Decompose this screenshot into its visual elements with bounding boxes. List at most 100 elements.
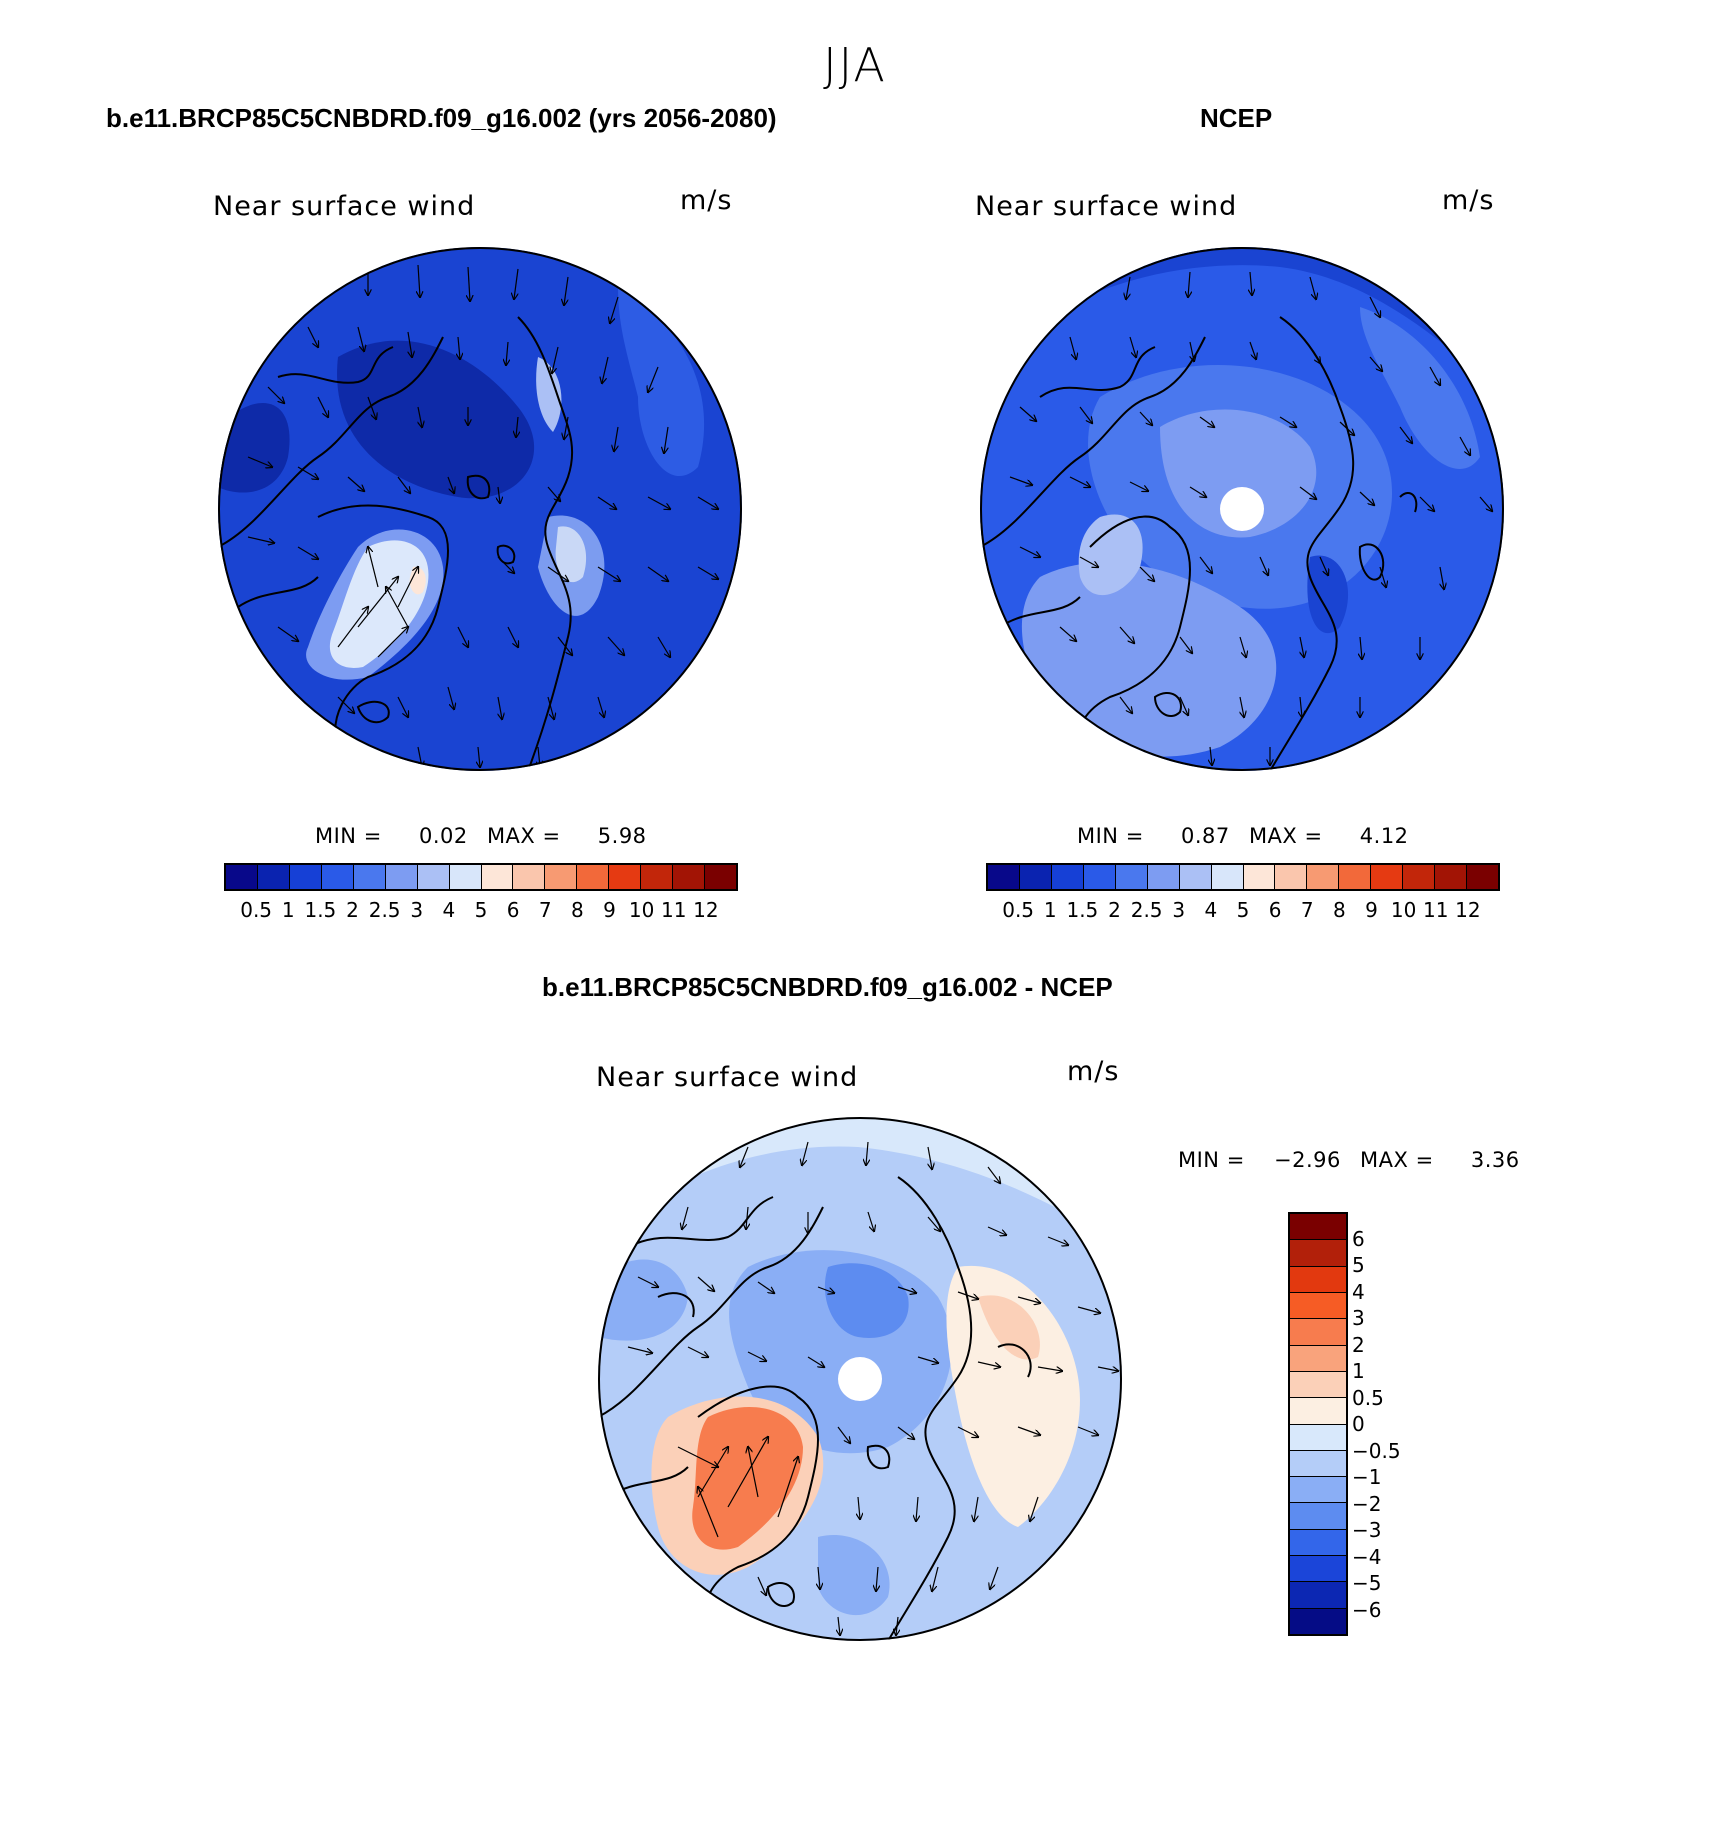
model-colorbar-label: 1 [281,898,295,922]
obs-polar-map [980,247,1504,771]
obs-field-pale-hudson [1078,514,1143,596]
obs-field-light-south [1021,562,1277,757]
obs-colorbar-label: 8 [1333,898,1346,922]
model-units: m/s [680,185,733,216]
diff-field-mid-south [818,1535,890,1616]
model-field-hudson-max [329,540,429,668]
diff-colorbar [1288,1212,1348,1636]
obs-colorbar-label: 2 [1108,898,1121,922]
diff-max-label: MAX = [1360,1148,1434,1172]
obs-colorbar-label: 5 [1236,898,1250,922]
model-field-low-west [218,403,290,493]
obs-pole-hole [1220,487,1264,531]
diff-field-warm-east [946,1265,1080,1527]
diff-colorbar-label: −6 [1352,1597,1382,1622]
obs-colorbar-swatch [1147,865,1180,889]
diff-colorbar-swatch [1290,1450,1346,1478]
model-polar-map [218,247,742,771]
diff-pole-hole [838,1357,882,1401]
model-field-pale-north [536,357,562,432]
diff-plot-title: Near surface wind [596,1062,859,1093]
model-colorbar-label: 12 [693,898,719,922]
diff-colorbar-label: −0.5 [1352,1438,1401,1463]
diff-colorbar-labels: 6 5 4 3 2 1 0.5 0 −0.5 −1 −2 −3 −4 −5 −6 [1352,1212,1432,1636]
diff-colorbar-swatch [1290,1319,1346,1346]
model-map-border [218,247,742,771]
model-colorbar-swatch [641,865,674,889]
model-colorbar-swatch [417,865,450,889]
model-colorbar-swatch [673,865,706,889]
model-coastlines [218,316,574,771]
obs-colorbar-label: 12 [1455,898,1481,922]
diff-colorbar-label: 4 [1352,1279,1365,1304]
obs-colorbar-label: 9 [1365,898,1378,922]
model-colorbar-label: 3 [410,898,424,922]
diff-field-hudson-peak [692,1407,803,1550]
obs-colorbar-label: 3 [1172,898,1186,922]
model-colorbar-label: 11 [661,898,687,922]
diff-wind-vectors [627,1141,1118,1635]
diff-field-mid-west [598,1259,688,1341]
diff-field-low-core [824,1263,909,1338]
obs-colorbar-swatch [1275,865,1308,889]
diff-units: m/s [1067,1056,1120,1087]
obs-coastlines [980,316,1418,771]
obs-wind-vectors [1009,271,1492,765]
model-colorbar-label: 8 [571,898,584,922]
obs-colorbar-label: 2.5 [1130,898,1163,922]
obs-colorbar-swatch [1467,865,1498,889]
obs-colorbar-label: 4 [1204,898,1218,922]
model-colorbar-label: 4 [442,898,456,922]
model-colorbar-label: 9 [603,898,616,922]
obs-colorbar-label: 11 [1423,898,1449,922]
model-colorbar-label: 0.5 [240,898,273,922]
model-colorbar-label: 5 [474,898,488,922]
obs-colorbar-swatch [1211,865,1244,889]
model-colorbar-swatch [353,865,386,889]
model-plot-title: Near surface wind [213,191,476,222]
obs-minmax: MIN = 0.87 MAX = 4.12 [1077,824,1409,848]
obs-units: m/s [1442,185,1495,216]
obs-colorbar-swatch [988,865,1020,889]
obs-colorbar-labels: 0.5 1 1.5 2 2.5 3 4 5 6 7 8 9 10 11 12 [986,898,1500,924]
diff-colorbar-label: −1 [1352,1465,1382,1489]
model-colorbar-labels: 0.5 1 1.5 2 2.5 3 4 5 6 7 8 9 10 11 12 [224,898,738,924]
diff-min-value: −2.96 [1273,1148,1341,1172]
model-colorbar-swatch [545,865,578,889]
model-colorbar-swatch [513,865,546,889]
model-minmax: MIN = 0.02 MAX = 5.98 [315,824,647,848]
model-colorbar-label: 2.5 [368,898,401,922]
diff-max-value: 3.36 [1470,1148,1520,1172]
model-colorbar-label: 2 [346,898,359,922]
diff-colorbar-swatch [1290,1608,1346,1634]
model-colorbar-swatch [385,865,418,889]
obs-colorbar-swatch [1115,865,1148,889]
diff-colorbar-label: 0.5 [1352,1385,1384,1410]
diff-colorbar-label: −4 [1352,1544,1382,1569]
model-colorbar-swatch [257,865,290,889]
obs-colorbar-swatch [1083,865,1116,889]
model-min-label: MIN = [315,824,382,848]
model-colorbar-swatch [449,865,482,889]
obs-colorbar-label: 0.5 [1002,898,1035,922]
obs-colorbar-swatch [1179,865,1212,889]
diff-colorbar-swatch [1290,1529,1346,1557]
obs-colorbar-swatch [1307,865,1340,889]
diff-colorbar-label: −5 [1352,1571,1382,1595]
diff-colorbar-swatch [1290,1292,1346,1320]
obs-plot-title: Near surface wind [975,191,1238,222]
obs-colorbar [986,863,1500,891]
model-wind-vectors [247,264,718,767]
model-colorbar-swatch [321,865,354,889]
diff-field-warm-east-core [978,1295,1040,1360]
obs-field-light-core [1160,409,1317,538]
model-colorbar-label: 1.5 [304,898,337,922]
obs-min-label: MIN = [1077,824,1144,848]
obs-colorbar-label: 10 [1390,898,1417,922]
season-title: JJA [823,38,887,92]
diff-colorbar-label: 6 [1352,1226,1365,1251]
diff-colorbar-label: 2 [1352,1332,1365,1357]
obs-colorbar-swatch [1339,865,1372,889]
model-colorbar-swatch [577,865,610,889]
obs-max-label: MAX = [1248,824,1323,848]
